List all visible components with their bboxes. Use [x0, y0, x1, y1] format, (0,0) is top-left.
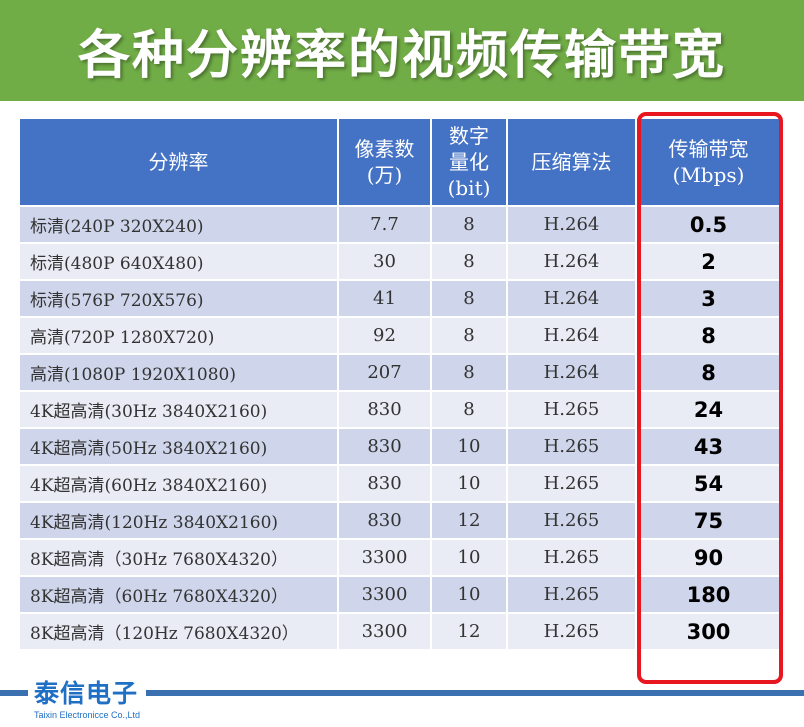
- cell-resolution: 8K超高清（60Hz 7680X4320）: [20, 577, 337, 612]
- table-row: 高清(1080P 1920X1080) 207 8 H.264 8: [20, 355, 780, 390]
- cell-pixels: 41: [339, 281, 430, 316]
- header-quantization: 数字 量化 (bit): [432, 119, 506, 205]
- cell-bits: 8: [432, 318, 506, 353]
- cell-resolution: 标清(480P 640X480): [20, 244, 337, 279]
- cell-codec: H.264: [508, 281, 635, 316]
- table-header-row: 分辨率 像素数 (万) 数字 量化 (bit) 压缩算法 传输带宽 (Mbps): [20, 119, 780, 205]
- table-row: 8K超高清（30Hz 7680X4320） 3300 10 H.265 90: [20, 540, 780, 575]
- cell-bandwidth: 3: [637, 281, 780, 316]
- cell-resolution: 高清(1080P 1920X1080): [20, 355, 337, 390]
- cell-bandwidth: 0.5: [637, 207, 780, 242]
- cell-pixels: 3300: [339, 540, 430, 575]
- table-row: 标清(240P 320X240) 7.7 8 H.264 0.5: [20, 207, 780, 242]
- cell-pixels: 207: [339, 355, 430, 390]
- company-logo: 泰信电子 Taixin Electronicce Co.,Ltd: [28, 679, 147, 725]
- cell-bandwidth: 90: [637, 540, 780, 575]
- cell-resolution: 4K超高清(60Hz 3840X2160): [20, 466, 337, 501]
- cell-codec: H.265: [508, 503, 635, 538]
- cell-codec: H.265: [508, 466, 635, 501]
- cell-pixels: 7.7: [339, 207, 430, 242]
- cell-bandwidth: 54: [637, 466, 780, 501]
- bandwidth-table: 分辨率 像素数 (万) 数字 量化 (bit) 压缩算法 传输带宽 (Mbps)…: [18, 117, 782, 651]
- cell-pixels: 30: [339, 244, 430, 279]
- page-title: 各种分辨率的视频传输带宽: [77, 26, 726, 86]
- cell-bandwidth: 43: [637, 429, 780, 464]
- cell-bandwidth: 75: [637, 503, 780, 538]
- cell-bits: 8: [432, 207, 506, 242]
- cell-bits: 10: [432, 429, 506, 464]
- table-row: 4K超高清(120Hz 3840X2160) 830 12 H.265 75: [20, 503, 780, 538]
- cell-bits: 12: [432, 614, 506, 649]
- cell-bits: 10: [432, 466, 506, 501]
- cell-bits: 8: [432, 355, 506, 390]
- cell-bits: 8: [432, 281, 506, 316]
- header-codec: 压缩算法: [508, 119, 635, 205]
- title-banner: 各种分辨率的视频传输带宽: [0, 0, 804, 101]
- table-row: 4K超高清(30Hz 3840X2160) 830 8 H.265 24: [20, 392, 780, 427]
- cell-codec: H.265: [508, 392, 635, 427]
- cell-pixels: 830: [339, 392, 430, 427]
- cell-bits: 8: [432, 392, 506, 427]
- cell-bits: 12: [432, 503, 506, 538]
- cell-resolution: 8K超高清（120Hz 7680X4320）: [20, 614, 337, 649]
- cell-resolution: 标清(576P 720X576): [20, 281, 337, 316]
- cell-bandwidth: 8: [637, 318, 780, 353]
- cell-codec: H.264: [508, 318, 635, 353]
- logo-name: 泰信电子: [34, 679, 139, 708]
- table-row: 标清(480P 640X480) 30 8 H.264 2: [20, 244, 780, 279]
- table-row: 8K超高清（120Hz 7680X4320） 3300 12 H.265 300: [20, 614, 780, 649]
- header-pixels: 像素数 (万): [339, 119, 430, 205]
- header-resolution: 分辨率: [20, 119, 337, 205]
- cell-bits: 8: [432, 244, 506, 279]
- cell-bits: 10: [432, 540, 506, 575]
- footer-divider: [0, 690, 804, 696]
- cell-bandwidth: 180: [637, 577, 780, 612]
- cell-pixels: 92: [339, 318, 430, 353]
- table-row: 标清(576P 720X576) 41 8 H.264 3: [20, 281, 780, 316]
- cell-codec: H.264: [508, 207, 635, 242]
- cell-bandwidth: 8: [637, 355, 780, 390]
- cell-resolution: 4K超高清(120Hz 3840X2160): [20, 503, 337, 538]
- table-row: 4K超高清(50Hz 3840X2160) 830 10 H.265 43: [20, 429, 780, 464]
- cell-resolution: 高清(720P 1280X720): [20, 318, 337, 353]
- cell-pixels: 3300: [339, 577, 430, 612]
- cell-codec: H.264: [508, 244, 635, 279]
- cell-codec: H.265: [508, 614, 635, 649]
- cell-bandwidth: 300: [637, 614, 780, 649]
- table-row: 高清(720P 1280X720) 92 8 H.264 8: [20, 318, 780, 353]
- cell-resolution: 4K超高清(50Hz 3840X2160): [20, 429, 337, 464]
- cell-bandwidth: 2: [637, 244, 780, 279]
- cell-pixels: 830: [339, 466, 430, 501]
- table-row: 8K超高清（60Hz 7680X4320） 3300 10 H.265 180: [20, 577, 780, 612]
- cell-resolution: 4K超高清(30Hz 3840X2160): [20, 392, 337, 427]
- logo-subtitle: Taixin Electronicce Co.,Ltd: [34, 710, 141, 720]
- cell-bandwidth: 24: [637, 392, 780, 427]
- cell-resolution: 8K超高清（30Hz 7680X4320）: [20, 540, 337, 575]
- header-bandwidth: 传输带宽 (Mbps): [637, 119, 780, 205]
- cell-codec: H.265: [508, 577, 635, 612]
- cell-codec: H.265: [508, 540, 635, 575]
- table-row: 4K超高清(60Hz 3840X2160) 830 10 H.265 54: [20, 466, 780, 501]
- cell-pixels: 3300: [339, 614, 430, 649]
- cell-resolution: 标清(240P 320X240): [20, 207, 337, 242]
- cell-bits: 10: [432, 577, 506, 612]
- cell-pixels: 830: [339, 429, 430, 464]
- cell-codec: H.265: [508, 429, 635, 464]
- cell-pixels: 830: [339, 503, 430, 538]
- cell-codec: H.264: [508, 355, 635, 390]
